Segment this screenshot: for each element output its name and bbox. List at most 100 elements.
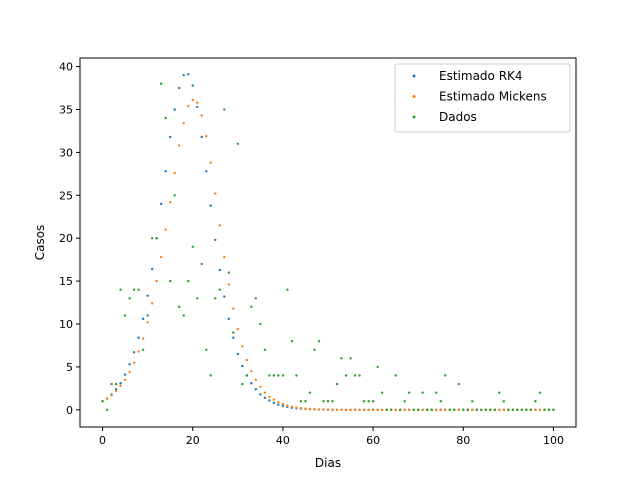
data-point <box>389 408 393 412</box>
data-point <box>178 86 181 90</box>
data-point <box>250 370 253 373</box>
data-point <box>444 374 447 377</box>
data-point <box>304 400 307 403</box>
x-tick-label: 0 <box>99 434 106 447</box>
data-point <box>317 408 321 411</box>
data-point <box>322 408 325 411</box>
data-point <box>462 408 465 412</box>
data-point <box>281 374 285 377</box>
data-point <box>520 408 524 412</box>
data-point <box>286 404 289 407</box>
data-point <box>299 400 303 403</box>
data-point <box>272 401 276 405</box>
data-point <box>335 382 339 386</box>
data-point <box>407 391 411 394</box>
legend-items: Estimado RK4 Estimado Mickens Dados <box>412 69 547 124</box>
data-point <box>344 408 348 412</box>
data-point <box>101 400 104 403</box>
data-point <box>498 408 501 412</box>
data-point <box>141 317 145 321</box>
data-point <box>457 382 460 386</box>
data-point <box>489 408 492 412</box>
data-point <box>146 294 149 297</box>
data-point <box>335 408 339 412</box>
data-point <box>277 374 280 377</box>
data-point <box>471 408 474 412</box>
data-point <box>263 396 267 400</box>
data-point <box>295 374 298 377</box>
data-point <box>223 108 226 111</box>
data-point <box>322 400 325 403</box>
data-point <box>250 305 253 309</box>
data-point <box>241 345 244 348</box>
data-point <box>227 283 230 286</box>
data-point <box>344 374 348 377</box>
data-point <box>168 200 172 204</box>
y-tick-label: 30 <box>59 146 73 159</box>
data-point <box>394 408 397 412</box>
data-point <box>272 374 276 377</box>
data-point <box>196 297 199 300</box>
data-point <box>205 348 208 351</box>
data-point <box>471 400 474 403</box>
data-point <box>403 400 406 403</box>
data-point <box>205 170 208 173</box>
data-point <box>146 314 149 317</box>
data-point <box>281 403 285 406</box>
data-point <box>466 408 469 412</box>
data-point <box>412 408 415 412</box>
y-tick-label: 10 <box>59 318 73 331</box>
data-point <box>232 336 235 339</box>
data-point <box>308 391 312 394</box>
data-point <box>286 288 289 291</box>
data-point <box>277 403 280 406</box>
x-tick-label: 40 <box>276 434 290 447</box>
data-point <box>493 408 497 412</box>
data-point <box>187 279 190 283</box>
data-point <box>263 391 267 394</box>
x-tick-label: 100 <box>543 434 564 447</box>
data-point <box>164 228 167 231</box>
data-point <box>214 297 217 300</box>
data-point <box>516 408 519 412</box>
data-point <box>137 350 140 353</box>
data-point <box>128 297 131 300</box>
data-point <box>268 399 271 402</box>
data-point <box>159 255 163 259</box>
data-point <box>132 351 136 354</box>
data-point <box>326 408 330 411</box>
data-point <box>439 400 442 403</box>
data-point <box>123 314 127 317</box>
legend-marker <box>412 95 416 98</box>
data-point <box>164 116 167 120</box>
data-point <box>114 382 118 386</box>
data-point <box>173 108 176 111</box>
data-point <box>362 408 366 412</box>
data-point <box>353 374 357 377</box>
data-point <box>236 327 240 331</box>
data-point <box>114 389 118 393</box>
data-point <box>123 373 127 376</box>
data-point <box>159 82 163 85</box>
data-point <box>376 408 379 412</box>
data-point <box>119 382 122 385</box>
data-point <box>223 255 226 259</box>
data-point <box>232 307 235 310</box>
data-point <box>114 388 118 391</box>
data-point <box>538 391 542 394</box>
data-point <box>426 408 429 412</box>
data-point <box>245 358 249 362</box>
data-point <box>110 394 113 397</box>
data-point <box>435 391 438 394</box>
y-axis-ticks: 0 5 10 15 20 25 30 35 40 <box>59 61 80 417</box>
data-point <box>299 407 303 410</box>
data-point <box>349 357 352 360</box>
data-point <box>241 364 244 368</box>
legend-label: Estimado RK4 <box>439 69 523 83</box>
data-point <box>268 395 271 399</box>
data-point <box>150 302 154 305</box>
data-point <box>254 388 258 391</box>
data-point <box>552 408 555 412</box>
legend-box <box>394 63 571 133</box>
data-point <box>182 73 185 77</box>
